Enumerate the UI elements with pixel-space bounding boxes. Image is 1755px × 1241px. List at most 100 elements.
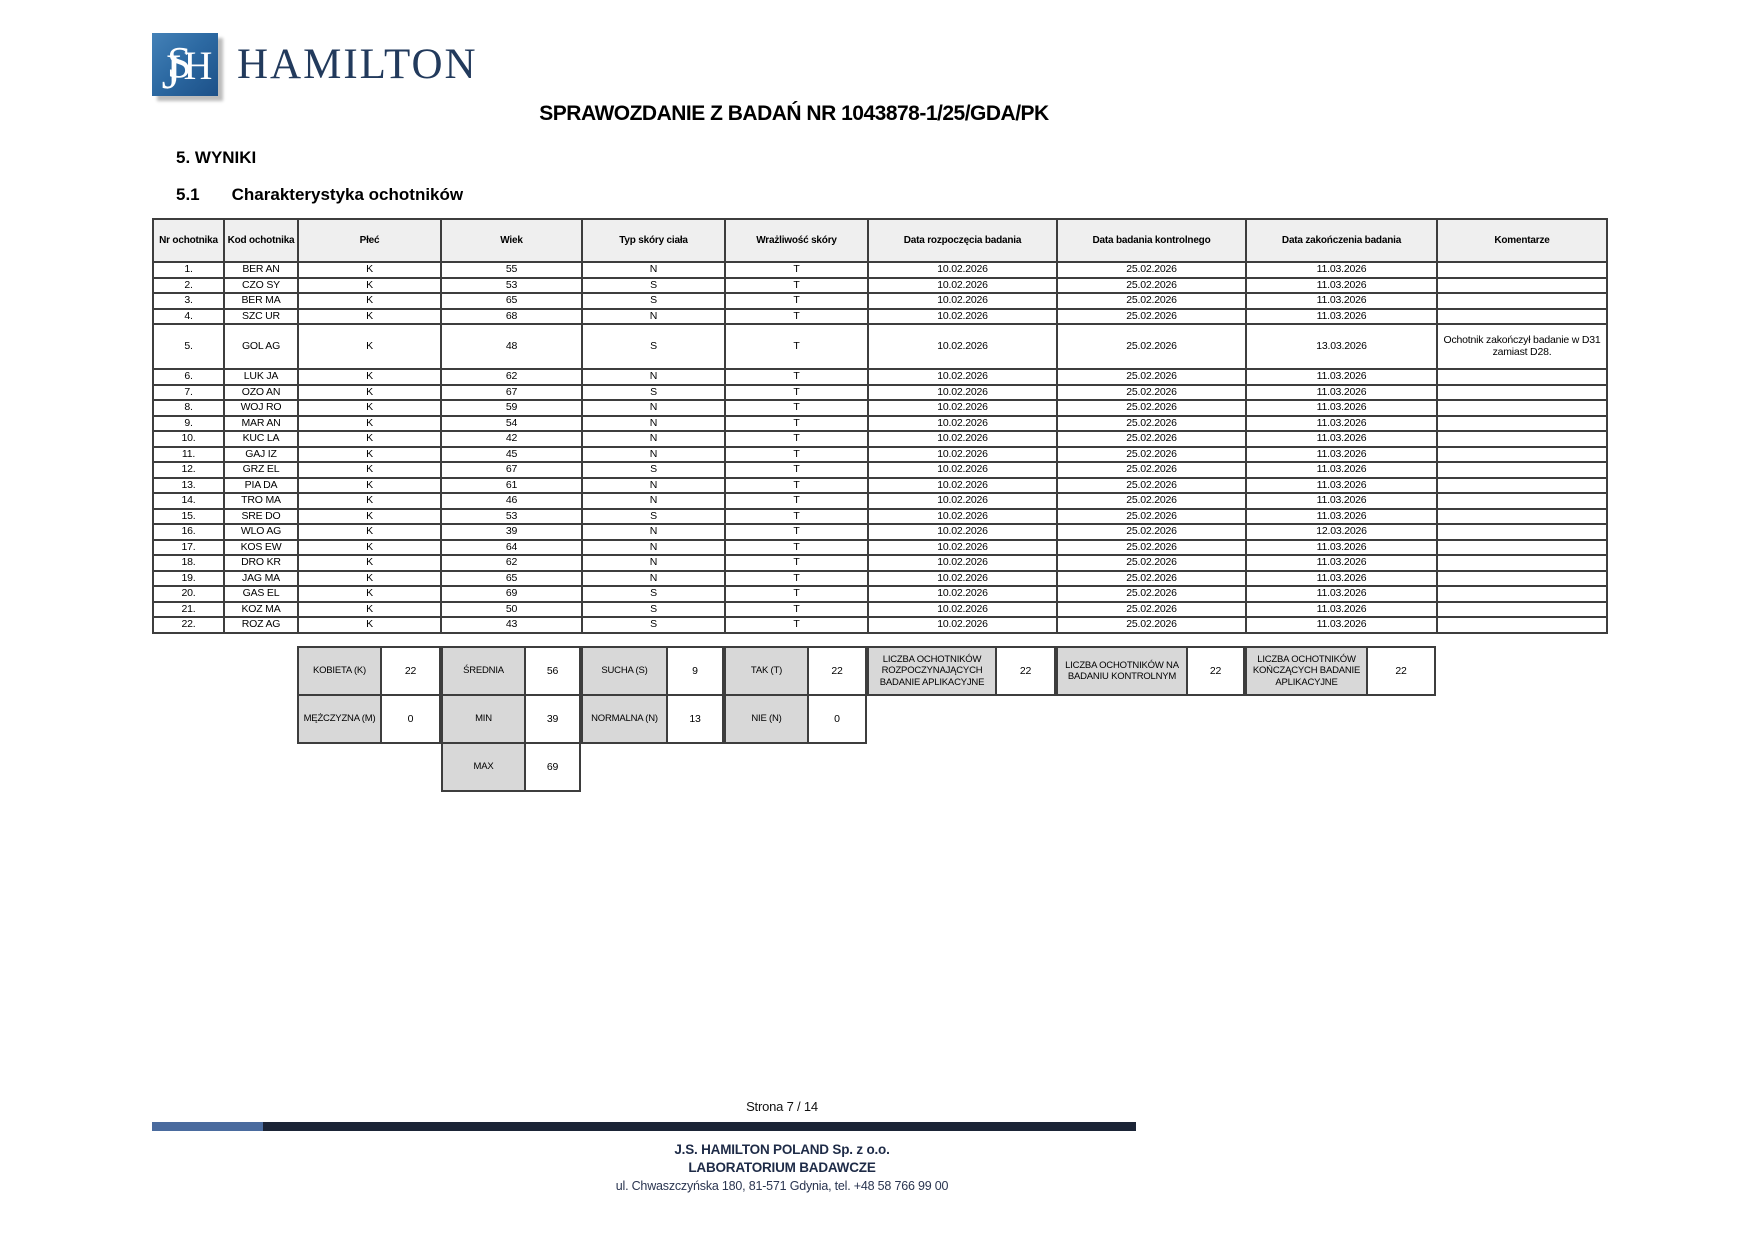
table-cell: ROZ AG: [223, 616, 299, 634]
summary-value-min-age: 39: [524, 694, 581, 744]
footer-address: ul. Chwaszczyńska 180, 81-571 Gdynia, te…: [615, 1178, 949, 1193]
summary-value-control: 22: [1186, 646, 1245, 696]
table-cell: K: [297, 445, 442, 463]
column-header: Data badania kontrolnego: [1056, 218, 1247, 263]
summary-label-mean-age: ŚREDNIA: [441, 646, 526, 696]
table-cell: 25.02.2026: [1056, 307, 1247, 325]
table-cell: 53: [440, 507, 583, 525]
table-cell: 10.02.2026: [867, 616, 1058, 634]
table-cell: 69: [440, 585, 583, 603]
table-cell: 62: [440, 368, 583, 386]
table-cell: 39: [440, 523, 583, 541]
table-cell: 17.: [152, 538, 225, 556]
table-cell: 11.03.2026: [1245, 585, 1438, 603]
comment-cell: Ochotnik zakończył badanie w D31 zamiast…: [1436, 323, 1608, 370]
summary-value-normal-skin: 13: [666, 694, 724, 744]
table-cell: K: [297, 307, 442, 325]
table-cell: GRZ EL: [223, 461, 299, 479]
table-row: 11. GAJ IZ K 45 N T 10.02.2026 25.02.2026 11.03.…: [152, 445, 1608, 463]
table-cell: N: [581, 492, 726, 510]
table-cell: 10.02.2026: [867, 261, 1058, 279]
table-cell: 25.02.2026: [1056, 554, 1247, 572]
table-cell: 22.: [152, 616, 225, 634]
table-cell: 55: [440, 261, 583, 279]
table-cell: 10.02.2026: [867, 492, 1058, 510]
section-heading: 5. WYNIKI: [176, 148, 257, 167]
table-row: 17. KOS EW K 64 N T 10.02.2026 25.02.2026 11.03.…: [152, 538, 1608, 556]
table-cell: 11.03.2026: [1245, 383, 1438, 401]
table-cell: N: [581, 538, 726, 556]
summary-label-started: LICZBA OCHOTNIKÓW ROZPOCZYNAJĄCYCH BADAN…: [867, 646, 997, 696]
summary-label-dry-skin: SUCHA (S): [581, 646, 668, 696]
table-cell: OZO AN: [223, 383, 299, 401]
table-cell: 10.02.2026: [867, 368, 1058, 386]
table-cell: K: [297, 276, 442, 294]
table-cell: 13.03.2026: [1245, 323, 1438, 370]
table-cell: 14.: [152, 492, 225, 510]
table-cell: 20.: [152, 585, 225, 603]
table-cell: T: [724, 554, 869, 572]
table-cell: 19.: [152, 569, 225, 587]
table-cell: K: [297, 554, 442, 572]
summary-value-started: 22: [995, 646, 1056, 696]
table-cell: 53: [440, 276, 583, 294]
table-cell: 11.03.2026: [1245, 569, 1438, 587]
table-row: 13. PIA DA K 61 N T 10.02.2026 25.02.2026 11.03.…: [152, 476, 1608, 494]
table-cell: T: [724, 600, 869, 618]
table-cell: T: [724, 383, 869, 401]
table-cell: T: [724, 476, 869, 494]
table-cell: K: [297, 507, 442, 525]
table-cell: PIA DA: [223, 476, 299, 494]
subsection-number: 5.1: [176, 185, 200, 204]
subsection-heading: 5.1 Charakterystyka ochotników: [176, 185, 463, 205]
table-cell: 10.02.2026: [867, 476, 1058, 494]
table-cell: 1.: [152, 261, 225, 279]
table-cell: 61: [440, 476, 583, 494]
table-cell: 8.: [152, 399, 225, 417]
column-header: Wrażliwość skóry: [724, 218, 869, 263]
table-row: 18. DRO KR K 62 N T 10.02.2026 25.02.2026 11.03.…: [152, 554, 1608, 572]
table-cell: S: [581, 323, 726, 370]
logo-letter-s: S: [167, 37, 192, 87]
table-cell: 68: [440, 307, 583, 325]
column-header: Data rozpoczęcia badania: [867, 218, 1058, 263]
table-cell: 59: [440, 399, 583, 417]
table-cell: T: [724, 399, 869, 417]
company-logo: J S H HAMILTON: [152, 33, 478, 96]
table-cell: 18.: [152, 554, 225, 572]
table-cell: N: [581, 554, 726, 572]
table-cell: GOL AG: [223, 323, 299, 370]
table-cell: N: [581, 307, 726, 325]
table-cell: JAG MA: [223, 569, 299, 587]
table-cell: 10.02.2026: [867, 430, 1058, 448]
table-row: 2. CZO SY K 53 S T 10.02.2026 25.02.2026 11.03.2…: [152, 276, 1608, 294]
comment-cell: [1436, 554, 1608, 572]
table-cell: S: [581, 616, 726, 634]
table-cell: S: [581, 292, 726, 310]
table-cell: T: [724, 276, 869, 294]
table-cell: K: [297, 585, 442, 603]
table-cell: MAR AN: [223, 414, 299, 432]
table-cell: 12.: [152, 461, 225, 479]
table-cell: 25.02.2026: [1056, 292, 1247, 310]
table-cell: 25.02.2026: [1056, 600, 1247, 618]
summary-label-control: LICZBA OCHOTNIKÓW NA BADANIU KONTROLNYM: [1056, 646, 1188, 696]
table-cell: 3.: [152, 292, 225, 310]
table-cell: K: [297, 600, 442, 618]
table-cell: T: [724, 414, 869, 432]
table-cell: 16.: [152, 523, 225, 541]
summary-label-finished: LICZBA OCHOTNIKÓW KOŃCZĄCYCH BADANIE APL…: [1245, 646, 1368, 696]
table-cell: N: [581, 399, 726, 417]
table-cell: T: [724, 569, 869, 587]
table-cell: 46: [440, 492, 583, 510]
comment-cell: [1436, 492, 1608, 510]
table-cell: 10.02.2026: [867, 507, 1058, 525]
table-row: 5. GOL AG K 48 S T 10.02.2026 25.02.2026 13.03.2…: [152, 323, 1608, 370]
table-cell: 11.: [152, 445, 225, 463]
table-cell: 25.02.2026: [1056, 383, 1247, 401]
table-cell: K: [297, 461, 442, 479]
table-cell: 10.02.2026: [867, 461, 1058, 479]
column-header: Kod ochotnika: [223, 218, 299, 263]
table-cell: N: [581, 261, 726, 279]
volunteers-table-wrapper: Nr ochotnika Kod ochotnika Płeć Wiek Typ skó…: [152, 218, 1608, 634]
